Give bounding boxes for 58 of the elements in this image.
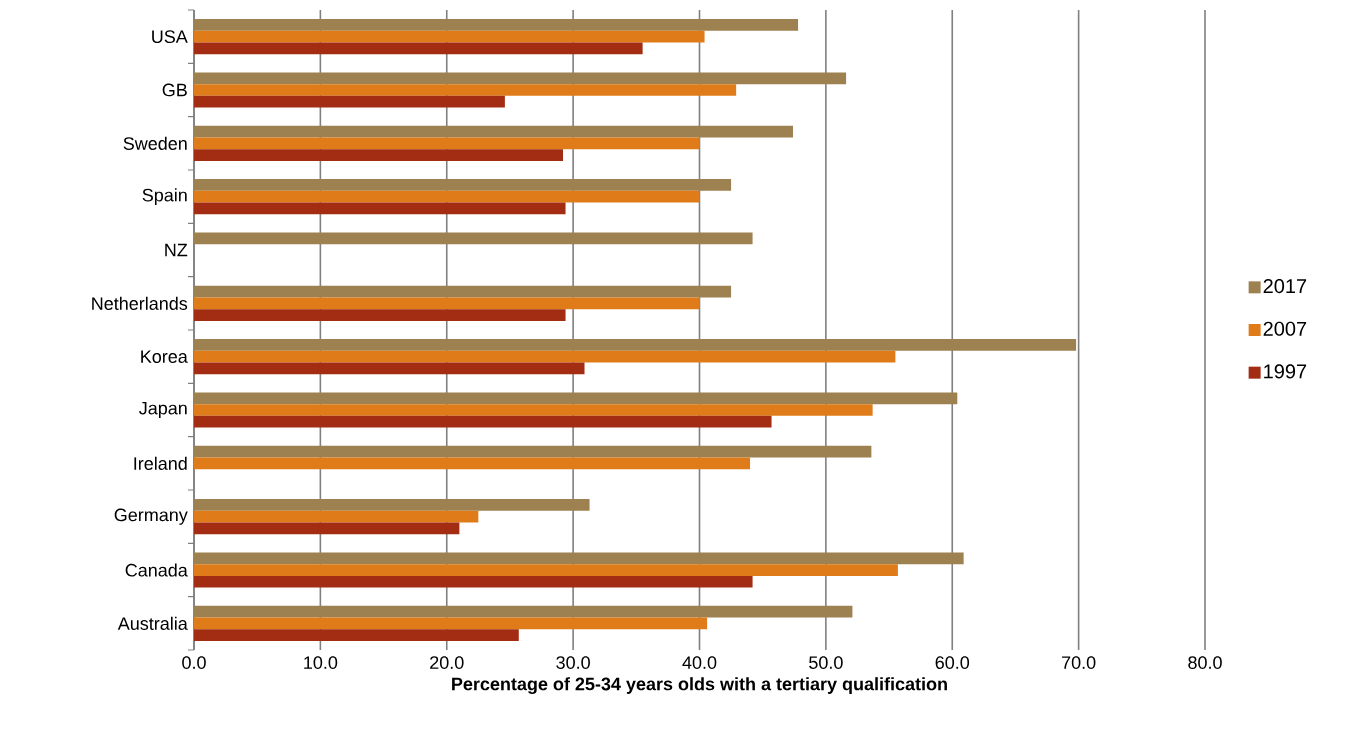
x-tick-label: 10.0 xyxy=(304,656,338,669)
x-tick-label: 20.0 xyxy=(430,656,464,669)
y-tick-label: Netherlands xyxy=(92,296,188,310)
bar xyxy=(194,232,753,245)
bar xyxy=(194,362,585,375)
legend-label: 1997 xyxy=(1264,364,1307,379)
y-tick-label: GB xyxy=(162,83,187,97)
bar xyxy=(194,137,700,150)
y-tick-label: Canada xyxy=(125,563,188,577)
bar xyxy=(194,190,700,203)
x-axis-title: Percentage of 25-34 years olds with a tertiary qualification xyxy=(452,677,947,695)
bar xyxy=(194,415,772,428)
x-tick-label: 40.0 xyxy=(682,656,717,669)
x-tick-label: 60.0 xyxy=(935,656,970,669)
y-tick-label: Korea xyxy=(141,350,188,363)
y-tick-label: NZ xyxy=(165,243,188,257)
legend-label: 2007 xyxy=(1263,321,1307,336)
bar xyxy=(194,179,732,191)
bar xyxy=(194,202,566,215)
y-tick-label: Germany xyxy=(114,508,188,525)
bar xyxy=(194,404,873,416)
bar xyxy=(194,297,700,310)
y-tick-label: Japan xyxy=(139,401,187,419)
y-tick-label: USA xyxy=(152,30,188,44)
bar xyxy=(194,30,705,43)
y-tick-label: Spain xyxy=(142,188,187,206)
bar xyxy=(194,84,737,96)
x-tick-label: 50.0 xyxy=(809,656,843,669)
y-tick-label: Australia xyxy=(117,616,188,630)
bar xyxy=(194,392,958,405)
bar xyxy=(194,499,590,511)
bar xyxy=(194,339,1077,351)
bar xyxy=(194,72,847,85)
bar xyxy=(194,564,898,576)
bar xyxy=(194,605,853,618)
bar xyxy=(194,552,964,565)
bar xyxy=(194,125,794,138)
bar xyxy=(194,95,505,108)
x-tick-label: 30.0 xyxy=(556,656,590,669)
bar xyxy=(194,42,643,55)
bar xyxy=(194,629,519,641)
x-tick-label: 0.0 xyxy=(182,656,206,669)
x-tick-label: 70.0 xyxy=(1062,656,1096,669)
bar xyxy=(194,309,566,321)
legend-label: 2017 xyxy=(1263,279,1307,294)
bar xyxy=(194,350,896,363)
bar xyxy=(194,19,799,31)
bar xyxy=(194,285,732,298)
bar xyxy=(194,149,564,161)
bar xyxy=(194,617,708,630)
x-tick-label: 80.0 xyxy=(1188,656,1222,669)
bar xyxy=(194,457,751,470)
y-tick-label: Sweden xyxy=(123,136,187,150)
bar xyxy=(194,510,479,523)
bar xyxy=(194,522,460,535)
bar xyxy=(194,445,872,458)
y-tick-label: Ireland xyxy=(134,456,187,470)
bar xyxy=(194,575,753,588)
